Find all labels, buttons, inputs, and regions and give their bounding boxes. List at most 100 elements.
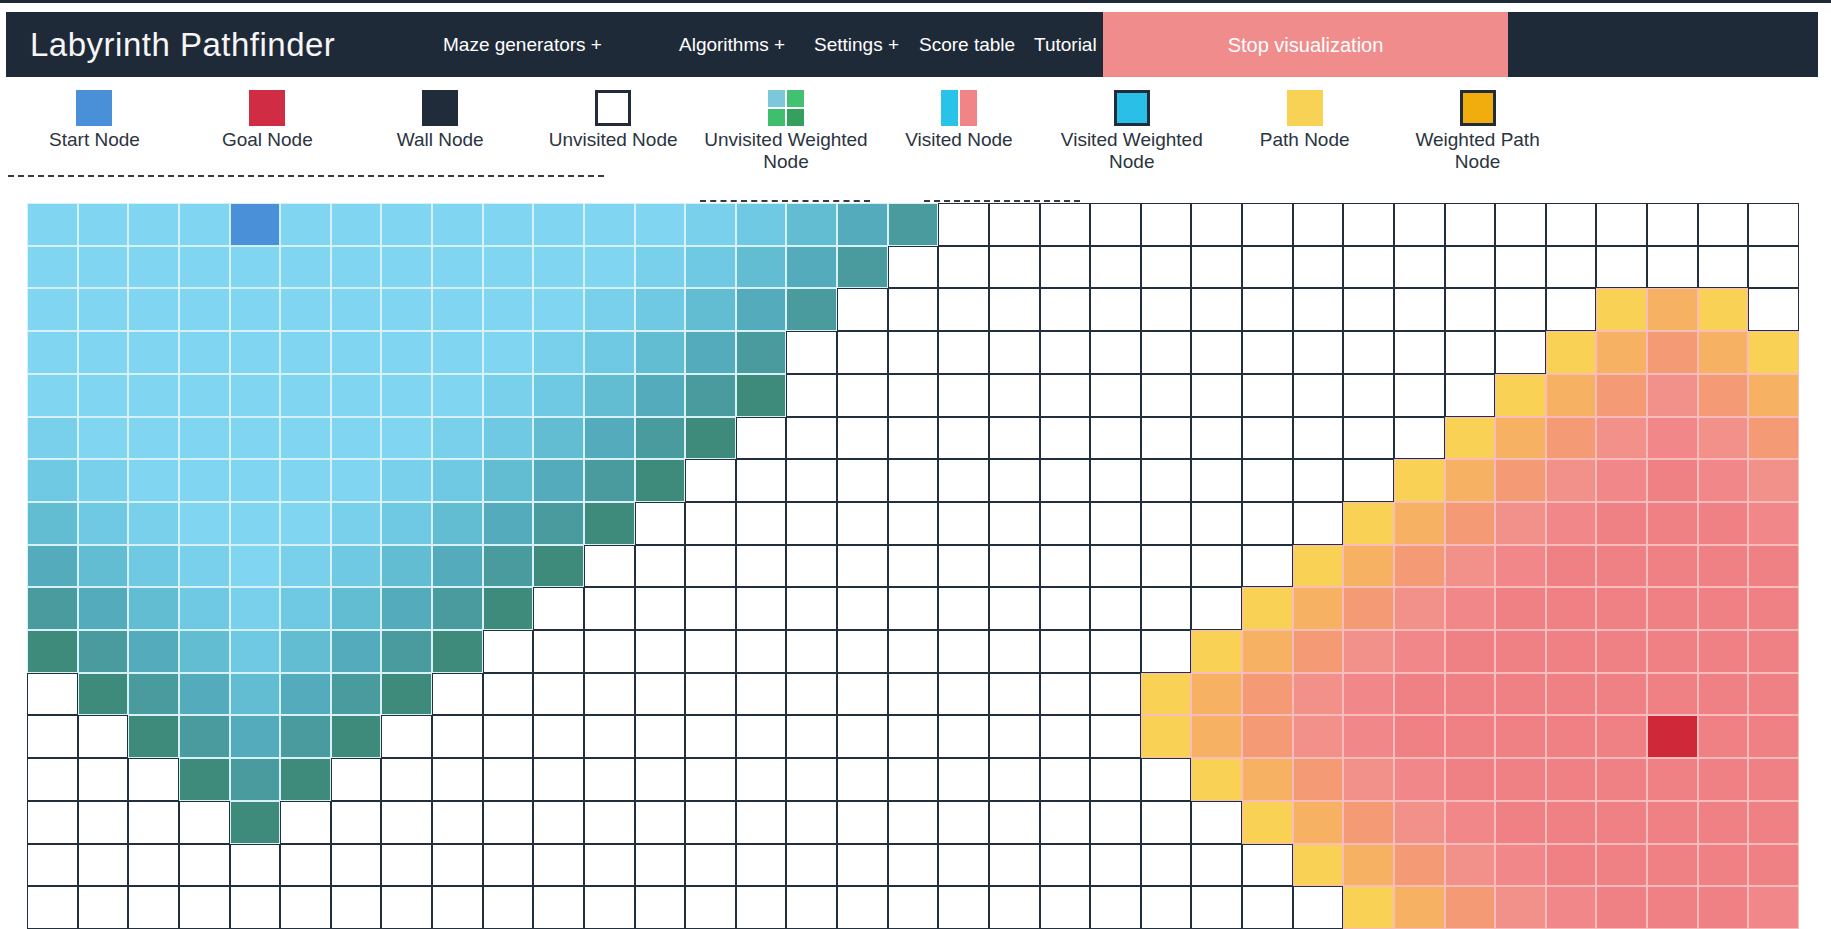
visited-cell[interactable] [584,288,635,331]
unvisited-cell[interactable] [584,673,635,716]
visited-cell[interactable] [280,545,331,588]
unvisited-cell[interactable] [533,801,584,844]
visited-cell[interactable] [483,459,534,502]
visited-cell[interactable] [1445,673,1496,716]
visited-cell[interactable] [1647,331,1698,374]
nav-item-maze-generators[interactable]: Maze generators + [443,12,602,77]
visited-cell[interactable] [1546,459,1597,502]
visited-cell[interactable] [1698,715,1749,758]
unvisited-cell[interactable] [1293,417,1344,460]
unvisited-cell[interactable] [27,886,78,929]
unvisited-cell[interactable] [78,844,129,887]
unvisited-cell[interactable] [432,886,483,929]
unvisited-cell[interactable] [1040,715,1091,758]
visited-cell[interactable] [1596,715,1647,758]
visited-cell[interactable] [27,417,78,460]
nav-item-settings[interactable]: Settings + [814,12,899,77]
visited-cell[interactable] [685,203,736,246]
unvisited-cell[interactable] [837,545,888,588]
unvisited-cell[interactable] [483,801,534,844]
visited-cell[interactable] [685,331,736,374]
unvisited-cell[interactable] [635,502,686,545]
visited-cell[interactable] [1343,844,1394,887]
unvisited-cell[interactable] [1293,459,1344,502]
unvisited-cell[interactable] [1748,246,1799,289]
unvisited-cell[interactable] [685,886,736,929]
visited-cell[interactable] [1748,502,1799,545]
visited-cell[interactable] [533,331,584,374]
visited-cell[interactable] [230,331,281,374]
unvisited-cell[interactable] [635,758,686,801]
visited-cell[interactable] [1495,417,1546,460]
visited-cell[interactable] [533,374,584,417]
unvisited-cell[interactable] [1141,801,1192,844]
visited-cell[interactable] [179,459,230,502]
visited-cell[interactable] [533,417,584,460]
unvisited-cell[interactable] [27,844,78,887]
visited-cell[interactable] [78,673,129,716]
unvisited-cell[interactable] [888,587,939,630]
unvisited-cell[interactable] [635,801,686,844]
unvisited-cell[interactable] [1495,288,1546,331]
unvisited-cell[interactable] [78,886,129,929]
unvisited-cell[interactable] [786,801,837,844]
unvisited-cell[interactable] [584,758,635,801]
visited-cell[interactable] [1698,374,1749,417]
visited-cell[interactable] [685,288,736,331]
visited-cell[interactable] [1242,758,1293,801]
visited-cell[interactable] [331,715,382,758]
unvisited-cell[interactable] [989,844,1040,887]
unvisited-cell[interactable] [432,715,483,758]
visited-cell[interactable] [584,246,635,289]
unvisited-cell[interactable] [635,886,686,929]
visited-cell[interactable] [179,630,230,673]
unvisited-cell[interactable] [736,886,787,929]
unvisited-cell[interactable] [888,715,939,758]
unvisited-cell[interactable] [989,886,1040,929]
unvisited-cell[interactable] [1495,246,1546,289]
visited-cell[interactable] [280,246,331,289]
unvisited-cell[interactable] [938,331,989,374]
visited-cell[interactable] [736,331,787,374]
visited-cell[interactable] [1596,331,1647,374]
visited-cell[interactable] [1495,374,1546,417]
unvisited-cell[interactable] [938,844,989,887]
unvisited-cell[interactable] [1090,374,1141,417]
visited-cell[interactable] [179,331,230,374]
unvisited-cell[interactable] [685,673,736,716]
unvisited-cell[interactable] [786,502,837,545]
unvisited-cell[interactable] [1445,331,1496,374]
unvisited-cell[interactable] [938,715,989,758]
unvisited-cell[interactable] [1242,844,1293,887]
unvisited-cell[interactable] [1040,502,1091,545]
visited-cell[interactable] [1647,374,1698,417]
start-node-cell[interactable] [230,203,281,246]
visited-cell[interactable] [533,545,584,588]
visited-cell[interactable] [1141,673,1192,716]
visited-cell[interactable] [483,374,534,417]
visited-cell[interactable] [230,758,281,801]
unvisited-cell[interactable] [1141,886,1192,929]
unvisited-cell[interactable] [1090,587,1141,630]
visited-cell[interactable] [1343,545,1394,588]
visited-cell[interactable] [483,246,534,289]
visited-cell[interactable] [1596,587,1647,630]
unvisited-cell[interactable] [1141,417,1192,460]
visited-cell[interactable] [1748,886,1799,929]
unvisited-cell[interactable] [1141,288,1192,331]
visited-cell[interactable] [1596,673,1647,716]
visited-cell[interactable] [331,288,382,331]
unvisited-cell[interactable] [1141,331,1192,374]
visited-cell[interactable] [1596,545,1647,588]
visited-cell[interactable] [1343,758,1394,801]
visited-cell[interactable] [1647,587,1698,630]
unvisited-cell[interactable] [1191,331,1242,374]
visited-cell[interactable] [432,246,483,289]
unvisited-cell[interactable] [1090,288,1141,331]
unvisited-cell[interactable] [179,844,230,887]
visited-cell[interactable] [1394,545,1445,588]
visited-cell[interactable] [1445,886,1496,929]
unvisited-cell[interactable] [1293,502,1344,545]
unvisited-cell[interactable] [1191,417,1242,460]
unvisited-cell[interactable] [381,801,432,844]
